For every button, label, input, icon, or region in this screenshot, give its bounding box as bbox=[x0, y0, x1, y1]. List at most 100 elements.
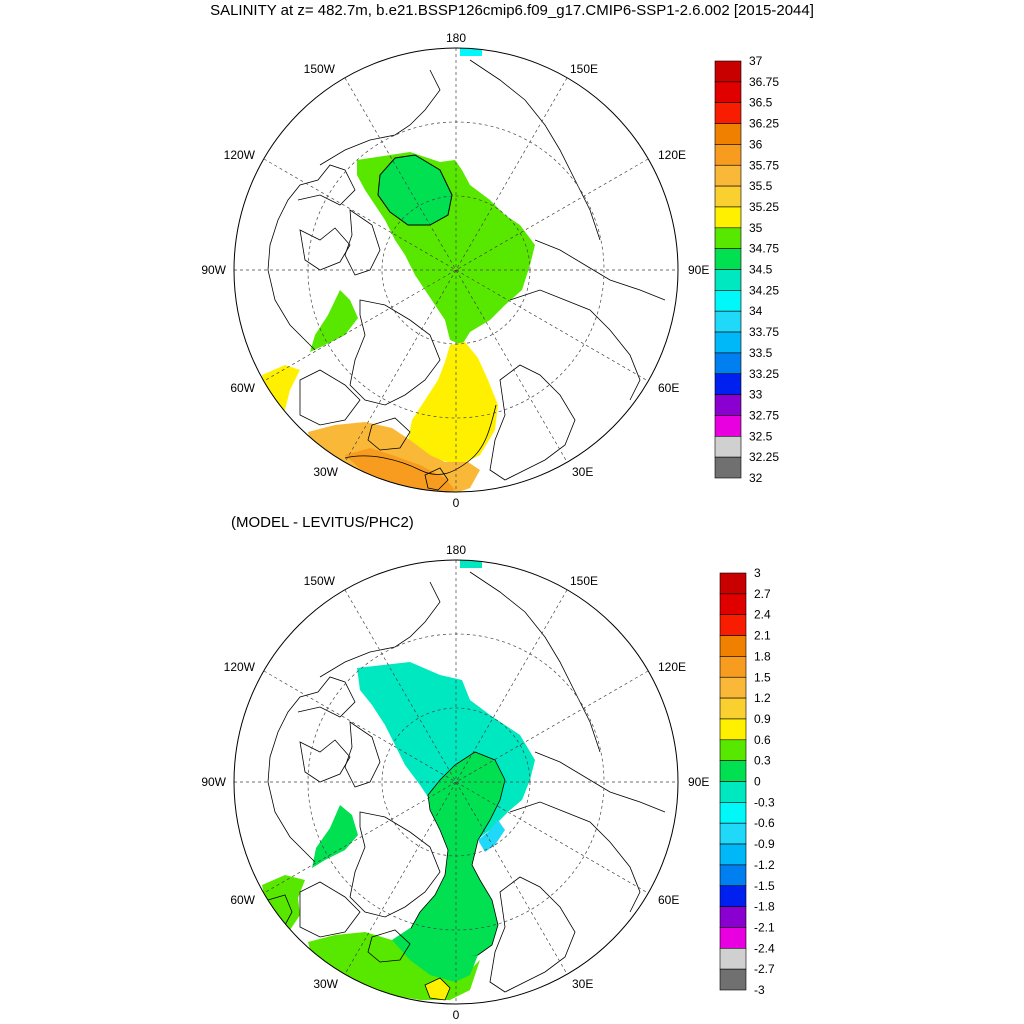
colorbar-tick-label: 36.25 bbox=[749, 117, 779, 131]
region-eurasian-basin-edge bbox=[478, 820, 505, 852]
colorbar-swatch bbox=[714, 352, 742, 375]
colorbar-tick-label: 34.25 bbox=[749, 283, 779, 297]
colorbar-swatch bbox=[714, 206, 742, 229]
colorbar-swatch bbox=[719, 697, 747, 720]
lon-label: 0 bbox=[453, 1008, 460, 1022]
colorbar-tick-label: 0.3 bbox=[754, 754, 771, 768]
colorbar-swatch bbox=[719, 781, 747, 803]
colorbar-tick-label: 2.1 bbox=[754, 629, 771, 643]
colorbar-tick-label: -0.3 bbox=[754, 795, 775, 809]
bottom-coastlines bbox=[267, 571, 666, 993]
colorbar-swatch bbox=[719, 947, 747, 970]
colorbar-swatch bbox=[719, 906, 747, 928]
lon-label: 60E bbox=[658, 381, 679, 395]
bottom-lon-labels: 180 0 150W 150E 120W 120E 90W 90E 60W 60… bbox=[201, 543, 709, 1022]
region-eurasian-basin bbox=[409, 751, 506, 961]
colorbar-swatch bbox=[719, 864, 747, 887]
colorbar-tick-label: 33 bbox=[749, 388, 763, 402]
colorbar-tick-label: -0.6 bbox=[754, 816, 775, 830]
colorbar-swatch bbox=[714, 331, 742, 354]
colorbar-tick-label: 33.75 bbox=[749, 325, 779, 339]
colorbar-swatch bbox=[719, 802, 747, 824]
colorbar-swatch bbox=[714, 164, 742, 187]
colorbar-tick-label: -0.9 bbox=[754, 837, 775, 851]
lon-label: 60W bbox=[230, 893, 255, 907]
top-graticule bbox=[234, 48, 678, 492]
colorbar-tick-label: 35.75 bbox=[749, 158, 779, 172]
colorbar-swatch bbox=[719, 843, 747, 866]
lon-label: 120W bbox=[224, 660, 256, 674]
bottom-map: 180 0 150W 150E 120W 120E 90W 90E 60W 60… bbox=[201, 543, 709, 1022]
top-map-boundary bbox=[233, 47, 679, 493]
colorbar-swatch bbox=[719, 593, 747, 615]
colorbar-tick-label: -1.5 bbox=[754, 879, 775, 893]
colorbar-tick-label: 1.2 bbox=[754, 691, 771, 705]
colorbar-tick-label: -2.4 bbox=[754, 941, 775, 955]
colorbar-tick-label: -2.1 bbox=[754, 920, 775, 934]
colorbar-tick-label: 36.5 bbox=[749, 96, 773, 110]
lon-label: 150W bbox=[304, 62, 336, 76]
top-cyan-patch bbox=[460, 48, 482, 56]
lon-label: 30E bbox=[572, 465, 593, 479]
colorbar-tick-label: 36 bbox=[749, 137, 763, 151]
region-nordic-seas bbox=[392, 928, 478, 982]
colorbar-swatch bbox=[714, 81, 742, 103]
colorbar-tick-label: -2.7 bbox=[754, 962, 775, 976]
colorbar-tick-label: 34 bbox=[749, 304, 763, 318]
colorbar-tick-label: 32.25 bbox=[749, 450, 779, 464]
region-north-atlantic bbox=[308, 422, 480, 492]
colorbar-tick-label: 32.5 bbox=[749, 429, 773, 443]
lon-label: 120W bbox=[224, 148, 256, 162]
colorbar-tick-label: 35.25 bbox=[749, 200, 779, 214]
colorbar-tick-label: 33.5 bbox=[749, 346, 773, 360]
region-beaufort-core bbox=[377, 154, 453, 226]
colorbar-swatch bbox=[714, 102, 742, 124]
colorbar-swatch bbox=[714, 290, 742, 312]
chart-title: SALINITY at z= 482.7m, b.e21.BSSP126cmip… bbox=[210, 2, 814, 19]
colorbar-swatch bbox=[719, 718, 747, 741]
colorbar-swatch bbox=[714, 227, 742, 249]
bottom-cyan-patch bbox=[460, 560, 482, 568]
lon-label: 150E bbox=[570, 574, 598, 588]
colorbar-tick-label: -1.8 bbox=[754, 900, 775, 914]
lon-label: 60E bbox=[658, 893, 679, 907]
colorbar-swatch bbox=[714, 415, 742, 437]
colorbar-top: 37 36.75 36.5 36.25 36 35.75 35.5 35.25 35 34.75 3… bbox=[714, 54, 779, 485]
colorbar-swatch bbox=[719, 927, 747, 949]
lon-label: 30W bbox=[313, 465, 338, 479]
colorbar-bottom: 3 2.7 2.4 2.1 1.8 1.5 1.2 0.9 0.6 0.3 0 -0.3 -0.6 -0.… bbox=[719, 566, 775, 997]
lon-label: 120E bbox=[658, 660, 686, 674]
lon-label: 60W bbox=[230, 381, 255, 395]
colorbar-swatch bbox=[719, 760, 747, 782]
top-coastlines bbox=[267, 59, 666, 491]
colorbar-swatch bbox=[714, 435, 742, 458]
lon-label: 90W bbox=[201, 775, 226, 789]
lon-label: 90W bbox=[201, 263, 226, 277]
colorbar-tick-label: 35.5 bbox=[749, 179, 773, 193]
lon-label: 90E bbox=[688, 775, 709, 789]
colorbar-swatch bbox=[714, 269, 742, 291]
region-central-arctic bbox=[357, 152, 535, 345]
colorbar-tick-label: 1.5 bbox=[754, 670, 771, 684]
colorbar-swatch bbox=[719, 572, 747, 595]
colorbar-tick-label: 35 bbox=[749, 221, 763, 235]
region-nordic-seas bbox=[408, 342, 498, 465]
colorbar-tick-label: 32 bbox=[749, 471, 763, 485]
colorbar-swatch bbox=[719, 656, 747, 678]
colorbar-tick-label: 2.4 bbox=[754, 608, 771, 622]
colorbar-swatch bbox=[719, 968, 747, 991]
colorbar-tick-label: 34.5 bbox=[749, 263, 773, 277]
top-map: 180 0 150W 150E 120W 120E 90W 90E 60W 60… bbox=[201, 31, 709, 510]
colorbar-swatch bbox=[719, 739, 747, 761]
bottom-fields bbox=[234, 560, 678, 1004]
bottom-map-boundary bbox=[233, 559, 679, 1005]
colorbar-tick-label: 34.75 bbox=[749, 242, 779, 256]
region-labrador-sea bbox=[262, 365, 300, 410]
region-baffin-bay bbox=[310, 290, 358, 352]
colorbar-swatch bbox=[719, 614, 747, 636]
colorbar-swatch bbox=[714, 248, 742, 270]
contour-35 bbox=[344, 404, 497, 475]
colorbar-swatch bbox=[719, 676, 747, 699]
lon-label: 120E bbox=[658, 148, 686, 162]
colorbar-tick-label: 3 bbox=[754, 566, 761, 580]
